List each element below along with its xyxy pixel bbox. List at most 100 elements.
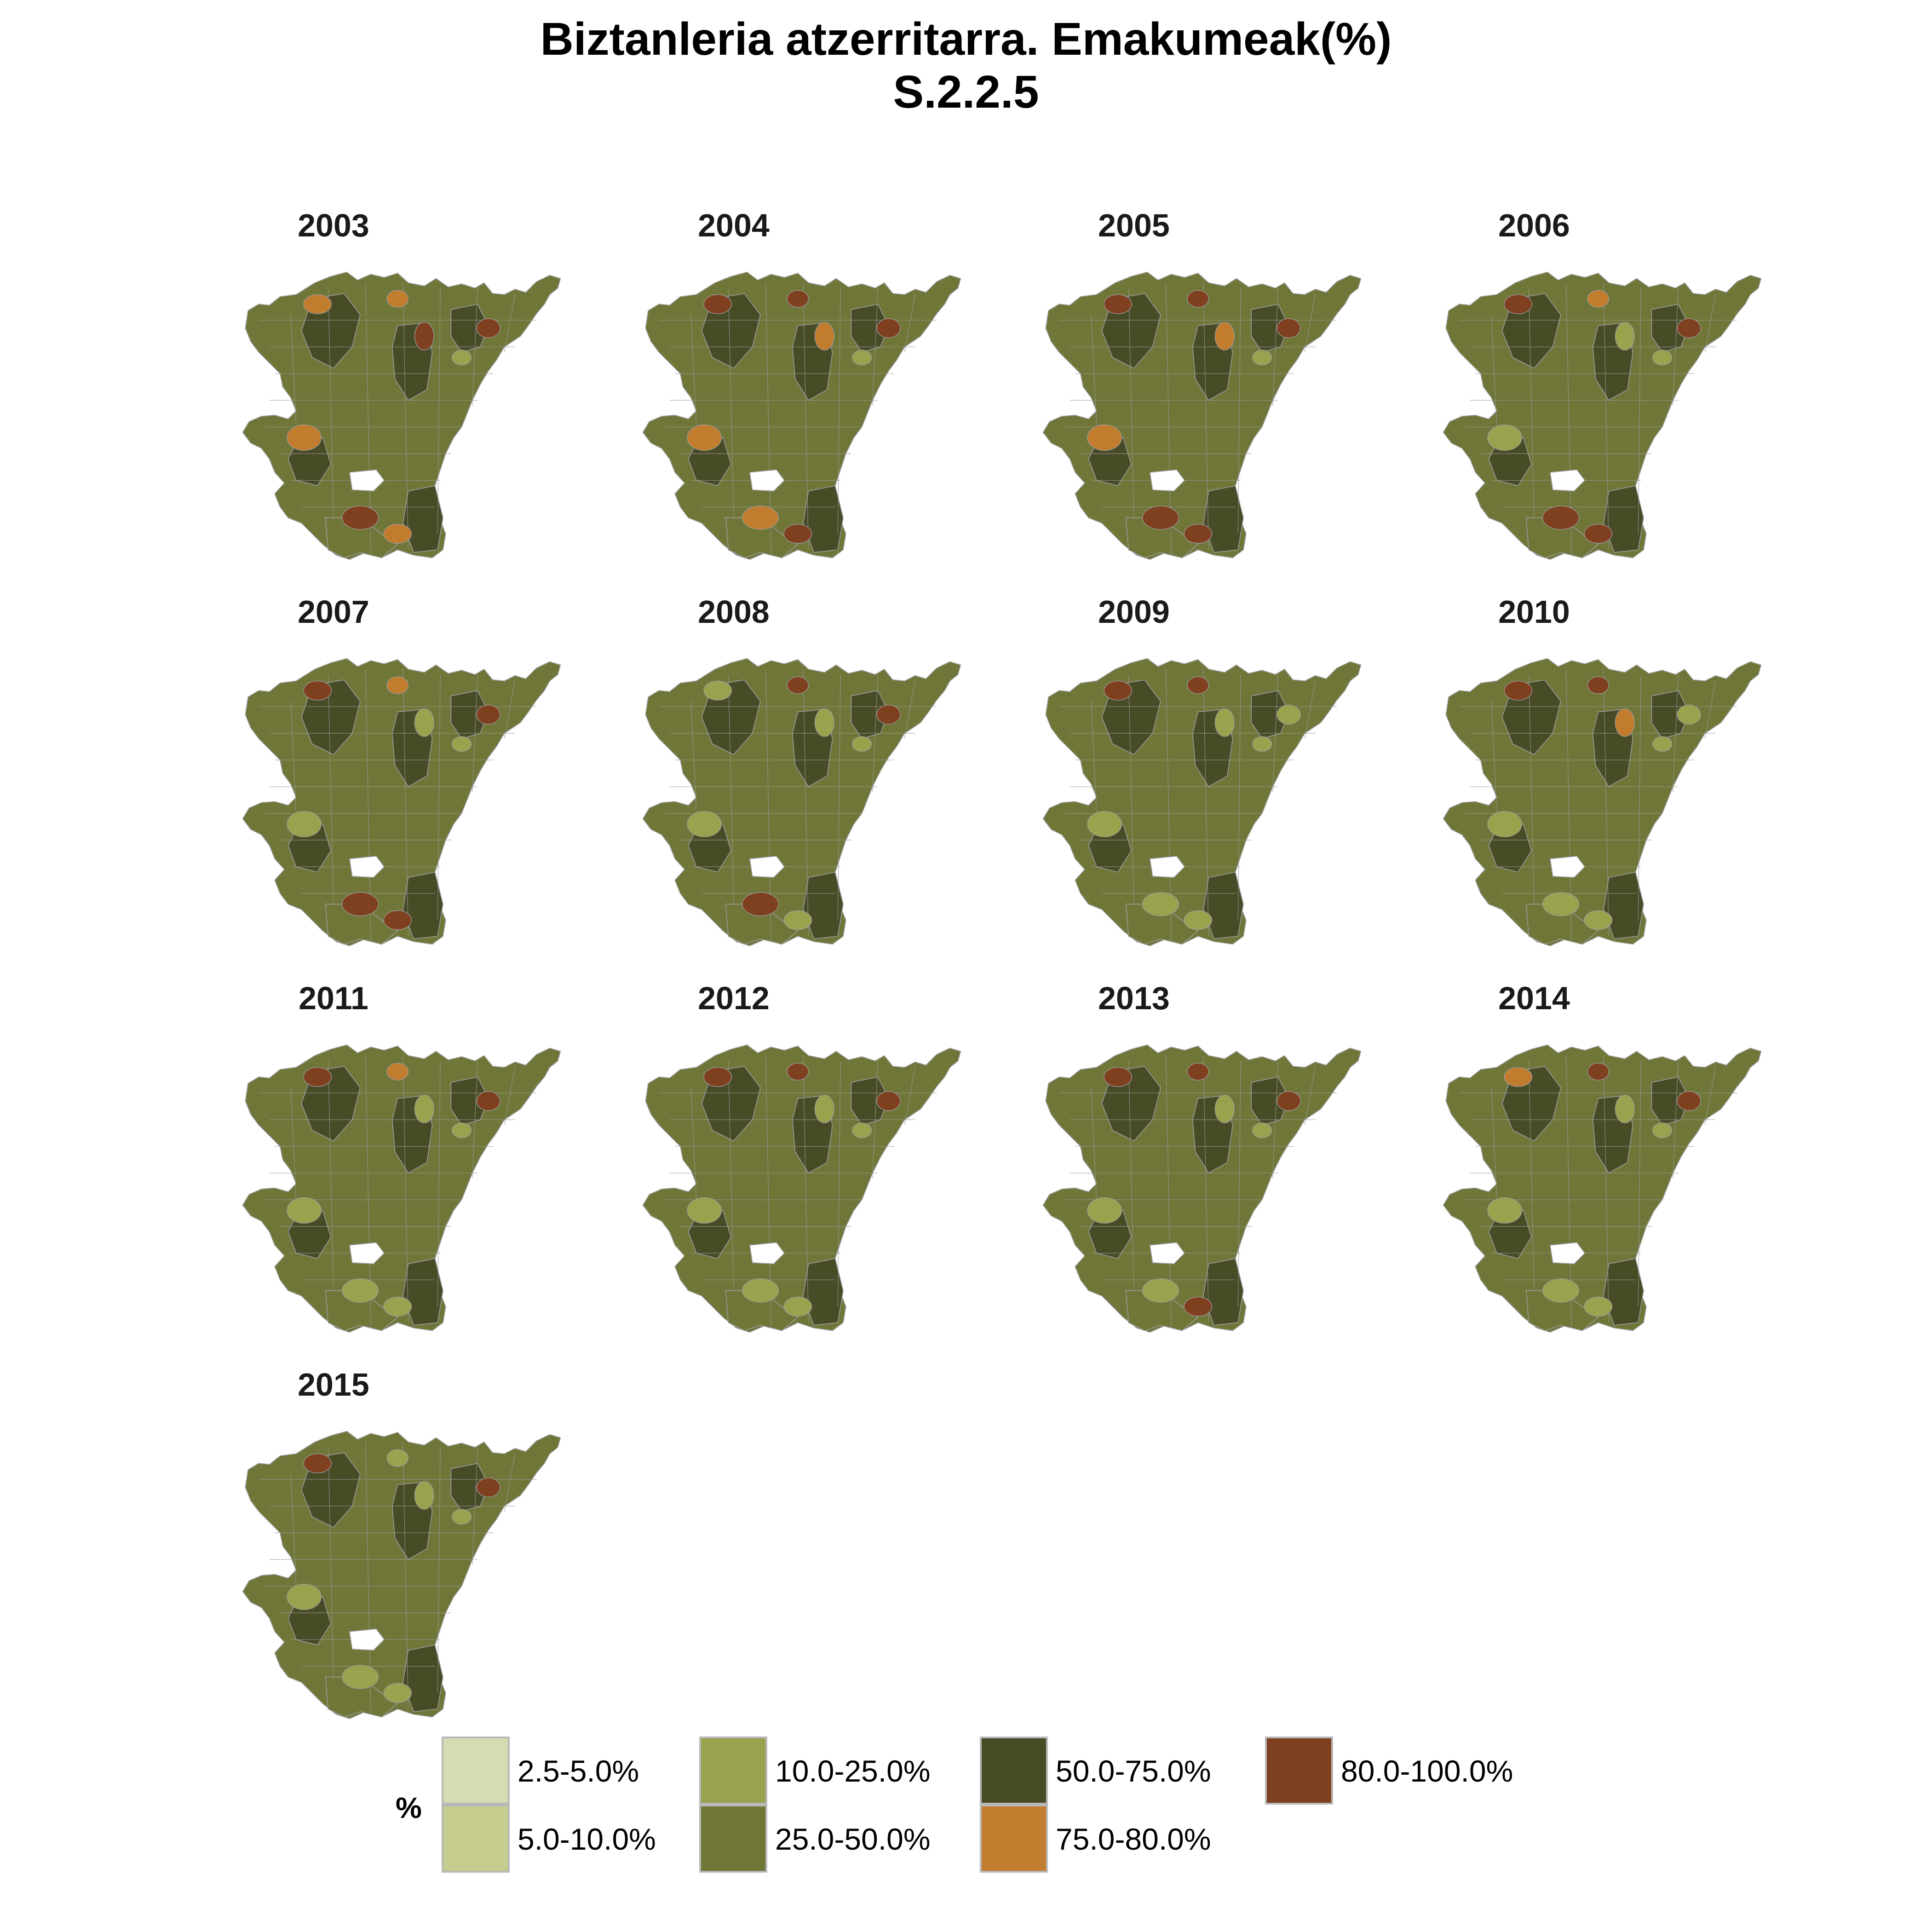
missing-data-area	[1149, 856, 1185, 878]
municipality-border	[402, 669, 409, 937]
highlight-municipality	[386, 1063, 409, 1081]
highlight-municipality	[1142, 1278, 1179, 1303]
missing-data-area	[1549, 469, 1586, 492]
legend-label: 10.0-25.0%	[775, 1754, 931, 1788]
dark-municipalities-4	[1202, 485, 1244, 553]
highlight-municipality	[1615, 322, 1635, 351]
municipality-border	[437, 1447, 441, 1693]
region-outline	[1042, 271, 1362, 560]
municipality-border	[837, 288, 841, 534]
missing-data-area	[749, 1242, 785, 1265]
highlight-municipality	[814, 1095, 834, 1123]
highlight-municipality	[476, 1091, 500, 1111]
missing-data-area	[1149, 469, 1185, 492]
municipality-border	[1673, 674, 1679, 792]
choropleth-map	[1042, 271, 1362, 560]
panel-year-label: 2013	[1098, 980, 1170, 1016]
highlight-municipality	[1104, 1067, 1133, 1087]
region-outline	[1042, 1044, 1362, 1333]
highlight-municipality	[341, 1278, 379, 1303]
legend-swatch	[699, 1805, 767, 1873]
municipality-border	[1237, 288, 1241, 534]
municipality-border	[402, 1442, 409, 1709]
legend-label: 75.0-80.0%	[1056, 1822, 1211, 1856]
municipality-border	[1638, 674, 1641, 920]
municipality-border	[872, 1061, 879, 1179]
choropleth-map	[242, 1431, 561, 1719]
municipality-border	[1272, 674, 1279, 792]
legend-swatch	[980, 1736, 1048, 1805]
legend-swatch	[699, 1736, 767, 1805]
municipality-border	[1091, 701, 1097, 814]
municipality-border	[402, 282, 409, 550]
highlight-municipality	[1187, 676, 1209, 694]
highlight-municipality	[451, 736, 472, 752]
highlight-municipality	[476, 318, 500, 339]
municipality-border	[437, 1061, 441, 1307]
highlight-municipality	[1187, 290, 1209, 308]
highlight-municipality	[687, 811, 722, 837]
highlight-municipality	[1584, 910, 1613, 930]
legend-swatch	[442, 1736, 510, 1805]
map-panel-2003: 2003	[131, 207, 561, 575]
municipality-border	[437, 674, 441, 920]
highlight-municipality	[383, 523, 412, 544]
municipality-border	[402, 1055, 409, 1323]
highlight-municipality	[1584, 523, 1613, 544]
municipality-border	[504, 1452, 516, 1512]
map-panel-2005: 2005	[932, 207, 1362, 575]
highlight-municipality	[1252, 350, 1272, 366]
panel-year-label: 2009	[1098, 594, 1170, 630]
highlight-municipality	[876, 1091, 901, 1111]
region-outline	[1443, 271, 1762, 560]
municipality-border	[690, 701, 697, 814]
highlight-municipality	[451, 1509, 472, 1525]
highlight-municipality	[451, 1122, 472, 1138]
highlight-municipality	[341, 1665, 379, 1689]
municipality-border	[1203, 669, 1209, 937]
municipality-border	[904, 293, 916, 352]
panel-year-label: 2004	[698, 207, 770, 243]
highlight-municipality	[851, 350, 872, 366]
municipality-border	[1638, 1061, 1641, 1307]
municipality-border	[1603, 1055, 1610, 1323]
municipality-border	[290, 1474, 297, 1587]
highlight-municipality	[303, 680, 332, 701]
municipality-border	[1237, 674, 1241, 920]
municipality-border	[872, 674, 879, 792]
choropleth-map	[1042, 1044, 1362, 1333]
region-outline	[242, 1431, 561, 1719]
municipality-border	[504, 1066, 516, 1125]
missing-data-area	[1149, 1242, 1185, 1265]
map-panel-2011: 2011	[131, 980, 561, 1348]
legend-label: 80.0-100.0%	[1341, 1754, 1513, 1788]
municipality-border	[1528, 674, 1535, 904]
legend-title: %	[396, 1791, 422, 1824]
municipality-border	[1304, 293, 1316, 352]
municipality-border	[1704, 679, 1716, 739]
municipality-border	[290, 701, 297, 814]
highlight-municipality	[787, 676, 809, 694]
choropleth-map	[1443, 271, 1762, 560]
map-panel-2015: 2015	[131, 1366, 561, 1734]
highlight-municipality	[1542, 1278, 1580, 1303]
panel-year-label: 2005	[1098, 207, 1170, 243]
highlight-municipality	[1615, 1095, 1635, 1123]
municipality-border	[728, 288, 734, 518]
highlight-municipality	[1252, 1122, 1272, 1138]
municipality-border	[803, 669, 809, 937]
municipality-border	[872, 288, 879, 406]
map-panel-2010: 2010	[1332, 593, 1762, 961]
highlight-municipality	[1184, 1296, 1213, 1317]
highlight-municipality	[1677, 318, 1701, 339]
panel-year-label: 2014	[1498, 980, 1570, 1016]
choropleth-map	[1443, 1044, 1762, 1333]
choropleth-map	[242, 1044, 561, 1333]
highlight-municipality	[1487, 1197, 1523, 1224]
highlight-municipality	[414, 708, 434, 737]
highlight-municipality	[341, 506, 379, 530]
municipality-border	[1272, 288, 1279, 406]
legend-label: 2.5-5.0%	[518, 1754, 639, 1788]
highlight-municipality	[303, 1067, 332, 1087]
highlight-municipality	[787, 290, 809, 308]
